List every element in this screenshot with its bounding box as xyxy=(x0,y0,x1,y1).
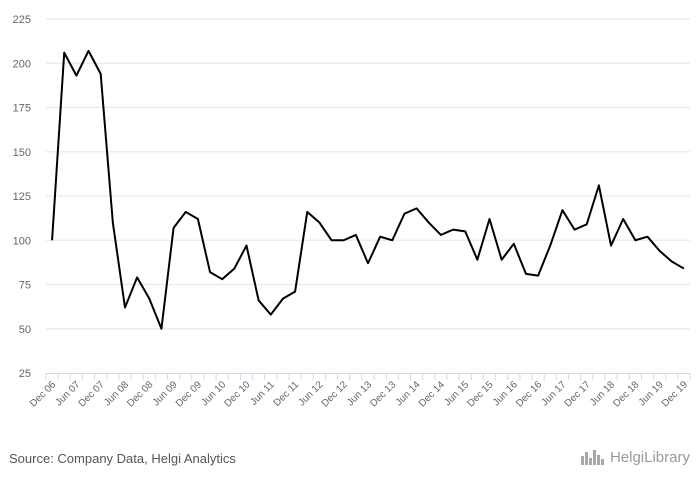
x-tick-label: Dec 16 xyxy=(514,379,544,409)
y-tick-label: 75 xyxy=(19,280,31,292)
x-tick-label: Dec 09 xyxy=(174,379,204,409)
city-skyline-icon xyxy=(580,450,604,465)
y-tick-label: 225 xyxy=(13,14,31,26)
y-tick-label: 175 xyxy=(13,103,31,115)
helgi-library-logo: HelgiLibrary xyxy=(580,448,690,466)
y-tick-label: 50 xyxy=(19,324,31,336)
x-tick-label: Dec 06 xyxy=(28,379,58,409)
series-line xyxy=(51,49,685,330)
x-tick-label: Dec 17 xyxy=(563,379,593,409)
x-tick-label: Dec 08 xyxy=(125,379,155,409)
x-tick-label: Dec 11 xyxy=(272,379,302,409)
y-tick-label: 200 xyxy=(13,58,31,70)
y-tick-label: 100 xyxy=(13,235,31,247)
x-tick-label: Dec 07 xyxy=(77,379,107,409)
y-tick-label: 25 xyxy=(19,368,31,380)
logo-text: HelgiLibrary xyxy=(609,448,690,466)
source-note: Source: Company Data, Helgi Analytics xyxy=(9,451,236,466)
x-tick-label: Dec 13 xyxy=(368,379,398,409)
x-tick-label: Dec 12 xyxy=(320,379,350,409)
x-tick-label: Dec 15 xyxy=(465,379,495,409)
x-tick-label: Dec 14 xyxy=(417,379,447,409)
x-tick-label: Dec 18 xyxy=(611,379,641,409)
y-tick-label: 125 xyxy=(13,191,31,203)
y-tick-label: 150 xyxy=(13,147,31,159)
x-tick-label: Dec 19 xyxy=(660,379,690,409)
x-tick-label: Dec 10 xyxy=(222,379,252,409)
